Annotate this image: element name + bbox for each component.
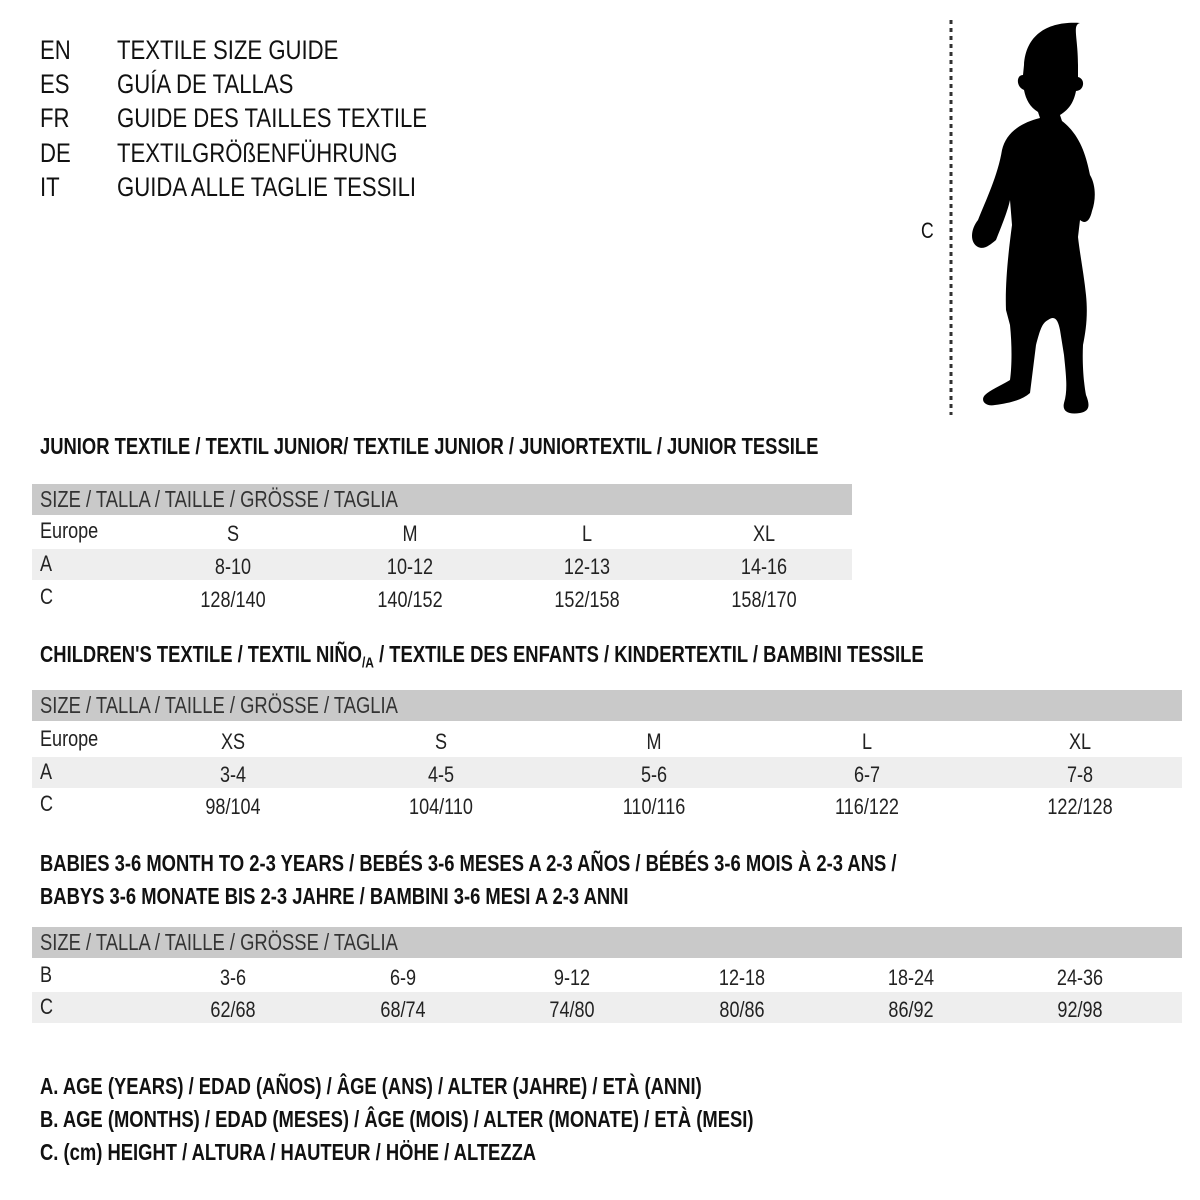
table-cell: XL bbox=[1068, 729, 1092, 754]
legend-item: A. AGE (YEARS) / EDAD (AÑOS) / ÂGE (ANS)… bbox=[40, 1073, 702, 1099]
table-cell: 12-13 bbox=[563, 554, 611, 579]
table-cell: 62/68 bbox=[210, 997, 256, 1022]
table-cell: XL bbox=[752, 521, 776, 546]
lang-title: GUIDE DES TAILLES TEXTILE bbox=[117, 103, 428, 133]
table-cell: 3-6 bbox=[219, 965, 247, 990]
size-header-label: SIZE / TALLA / TAILLE / GRÖSSE / TAGLIA bbox=[40, 692, 398, 718]
row-label: C bbox=[40, 584, 54, 609]
section-title: CHILDREN'S TEXTILE / TEXTIL NIÑO/A / TEX… bbox=[40, 641, 924, 677]
table-cell: 86/92 bbox=[888, 997, 934, 1022]
section-title: BABIES 3-6 MONTH TO 2-3 YEARS / BEBÉS 3-… bbox=[40, 850, 897, 876]
table-cell: 104/110 bbox=[409, 794, 473, 819]
lang-title: TEXTILGRÖßENFÜHRUNG bbox=[117, 138, 398, 168]
table-cell: 9-12 bbox=[553, 965, 591, 990]
table-cell: 12-18 bbox=[718, 965, 766, 990]
table-cell: 5-6 bbox=[640, 762, 668, 787]
row-stripe bbox=[32, 992, 1182, 1023]
table-cell: 18-24 bbox=[887, 965, 935, 990]
section-title: BABYS 3-6 MONATE BIS 2-3 JAHRE / BAMBINI… bbox=[40, 883, 629, 909]
size-header-label: SIZE / TALLA / TAILLE / GRÖSSE / TAGLIA bbox=[40, 929, 398, 955]
table-cell: 10-12 bbox=[386, 554, 434, 579]
table-cell: 122/128 bbox=[1047, 794, 1113, 819]
row-label: Europe bbox=[40, 518, 99, 543]
size-header-bar: SIZE / TALLA / TAILLE / GRÖSSE / TAGLIA bbox=[32, 484, 852, 515]
legend-item: B. AGE (MONTHS) / EDAD (MESES) / ÂGE (MO… bbox=[40, 1106, 754, 1132]
table-cell: 14-16 bbox=[740, 554, 788, 579]
child-silhouette-icon bbox=[949, 20, 1095, 415]
table-cell: 128/140 bbox=[200, 587, 266, 612]
table-cell: 3-4 bbox=[219, 762, 247, 787]
table-cell: 6-9 bbox=[389, 965, 417, 990]
table-cell: 7-8 bbox=[1066, 762, 1094, 787]
table-cell: L bbox=[861, 729, 873, 754]
title-subscript: /A bbox=[361, 654, 374, 672]
table-cell: S bbox=[434, 729, 448, 754]
table-cell: 98/104 bbox=[205, 794, 261, 819]
table-cell: 110/116 bbox=[622, 794, 686, 819]
table-cell: 92/98 bbox=[1057, 997, 1103, 1022]
table-cell: 74/80 bbox=[549, 997, 595, 1022]
lang-code: IT bbox=[40, 172, 60, 202]
row-label: C bbox=[40, 791, 54, 816]
table-cell: 152/158 bbox=[554, 587, 620, 612]
row-label: A bbox=[40, 759, 53, 784]
title-part: / TEXTILE DES ENFANTS / KINDERTEXTIL / B… bbox=[373, 641, 924, 667]
row-label: C bbox=[40, 994, 54, 1019]
size-header-label: SIZE / TALLA / TAILLE / GRÖSSE / TAGLIA bbox=[40, 486, 398, 512]
lang-code: EN bbox=[40, 35, 71, 65]
table-cell: M bbox=[402, 521, 418, 546]
section-title: JUNIOR TEXTILE / TEXTIL JUNIOR/ TEXTILE … bbox=[40, 433, 819, 459]
row-label: A bbox=[40, 551, 53, 576]
table-cell: 68/74 bbox=[380, 997, 426, 1022]
row-stripe bbox=[32, 757, 1182, 788]
table-cell: 158/170 bbox=[731, 587, 797, 612]
table-cell: 116/122 bbox=[835, 794, 899, 819]
lang-title: GUÍA DE TALLAS bbox=[117, 69, 294, 99]
row-label: Europe bbox=[40, 726, 99, 751]
lang-title: TEXTILE SIZE GUIDE bbox=[117, 35, 339, 65]
table-cell: 24-36 bbox=[1056, 965, 1104, 990]
table-cell: L bbox=[581, 521, 593, 546]
table-cell: 6-7 bbox=[853, 762, 881, 787]
height-label: C bbox=[921, 218, 934, 243]
size-header-bar: SIZE / TALLA / TAILLE / GRÖSSE / TAGLIA bbox=[32, 927, 1182, 958]
table-cell: M bbox=[646, 729, 662, 754]
size-header-bar: SIZE / TALLA / TAILLE / GRÖSSE / TAGLIA bbox=[32, 690, 1182, 721]
title-part: CHILDREN'S TEXTILE / TEXTIL NIÑO bbox=[40, 641, 362, 667]
legend-item: C. (cm) HEIGHT / ALTURA / HAUTEUR / HÖHE… bbox=[40, 1139, 537, 1165]
table-cell: 80/86 bbox=[719, 997, 765, 1022]
table-cell: 4-5 bbox=[427, 762, 455, 787]
table-cell: XS bbox=[220, 729, 246, 754]
lang-code: DE bbox=[40, 138, 71, 168]
lang-code: FR bbox=[40, 103, 70, 133]
row-stripe bbox=[32, 549, 852, 580]
table-cell: S bbox=[226, 521, 240, 546]
row-label: B bbox=[40, 962, 53, 987]
table-cell: 140/152 bbox=[377, 587, 443, 612]
table-cell: 8-10 bbox=[214, 554, 252, 579]
lang-title: GUIDA ALLE TAGLIE TESSILI bbox=[117, 172, 417, 202]
lang-code: ES bbox=[40, 69, 70, 99]
